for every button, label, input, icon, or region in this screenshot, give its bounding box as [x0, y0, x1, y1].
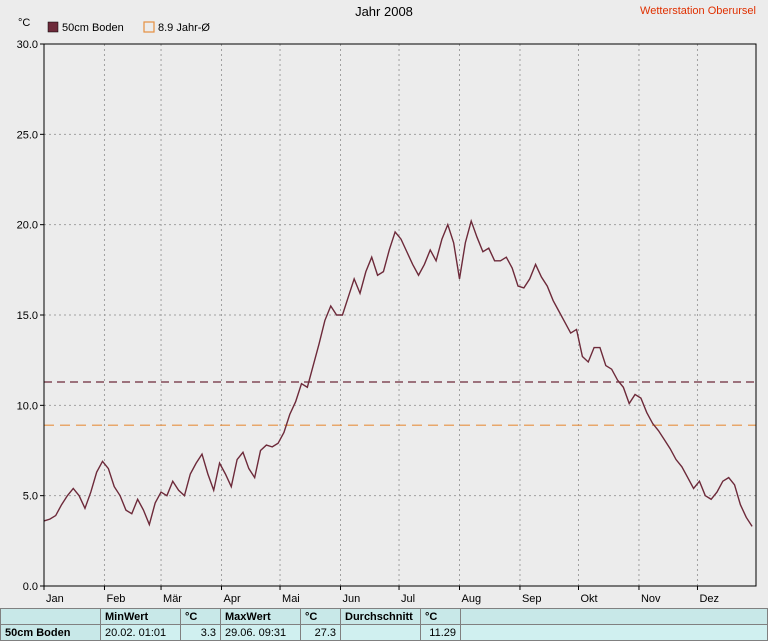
stats-col-unit: °C [301, 609, 341, 625]
x-tick-label: Mai [282, 593, 300, 605]
stats-spacer [461, 625, 768, 641]
stats-max-val: 27.3 [301, 625, 341, 641]
y-tick-label: 10.0 [17, 400, 38, 412]
x-tick-label: Jun [343, 593, 361, 605]
x-tick-label: Okt [580, 593, 597, 605]
stats-value-row: 50cm Boden 20.02. 01:01 3.3 29.06. 09:31… [1, 625, 768, 641]
legend-series-swatch [48, 22, 58, 32]
stats-table: MinWert °C MaxWert °C Durchschnitt °C 50… [0, 608, 768, 641]
stats-col-header: Durchschnitt [341, 609, 421, 625]
x-tick-label: Aug [461, 593, 481, 605]
stats-col-unit: °C [181, 609, 221, 625]
stats-min-val: 3.3 [181, 625, 221, 641]
stats-max-date: 29.06. 09:31 [221, 625, 301, 641]
stats-header-row: MinWert °C MaxWert °C Durchschnitt °C [1, 609, 768, 625]
stats-min-date: 20.02. 01:01 [101, 625, 181, 641]
stats-col-header: MaxWert [221, 609, 301, 625]
line-chart: Jahr 2008 Wetterstation Oberursel °C 50cm B… [0, 0, 768, 608]
x-tick-label: Feb [106, 593, 125, 605]
x-tick-label: Apr [224, 593, 241, 605]
stats-empty-header [1, 609, 101, 625]
stats-col-header: MinWert [101, 609, 181, 625]
x-tick-label: Jan [46, 593, 64, 605]
x-tick-label: Nov [641, 593, 661, 605]
x-tick-label: Jul [401, 593, 415, 605]
y-tick-label: 5.0 [23, 491, 38, 503]
y-tick-label: 30.0 [17, 39, 38, 51]
legend-avg-label: 8.9 Jahr-Ø [158, 22, 210, 34]
chart-container: Jahr 2008 Wetterstation Oberursel °C 50cm B… [0, 0, 768, 608]
chart-title: Jahr 2008 [355, 4, 413, 19]
x-tick-label: Dez [699, 593, 719, 605]
y-unit-label: °C [18, 17, 30, 29]
legend-series-label: 50cm Boden [62, 22, 124, 34]
y-tick-label: 15.0 [17, 310, 38, 322]
stats-col-unit: °C [421, 609, 461, 625]
stats-avg-val: 11.29 [421, 625, 461, 641]
stats-row-label: 50cm Boden [1, 625, 101, 641]
stats-avg-date [341, 625, 421, 641]
y-tick-label: 0.0 [23, 581, 38, 593]
y-tick-label: 25.0 [17, 129, 38, 141]
x-tick-label: Mär [163, 593, 182, 605]
station-label: Wetterstation Oberursel [640, 5, 756, 17]
y-tick-label: 20.0 [17, 220, 38, 232]
stats-spacer [461, 609, 768, 625]
x-tick-label: Sep [522, 593, 542, 605]
